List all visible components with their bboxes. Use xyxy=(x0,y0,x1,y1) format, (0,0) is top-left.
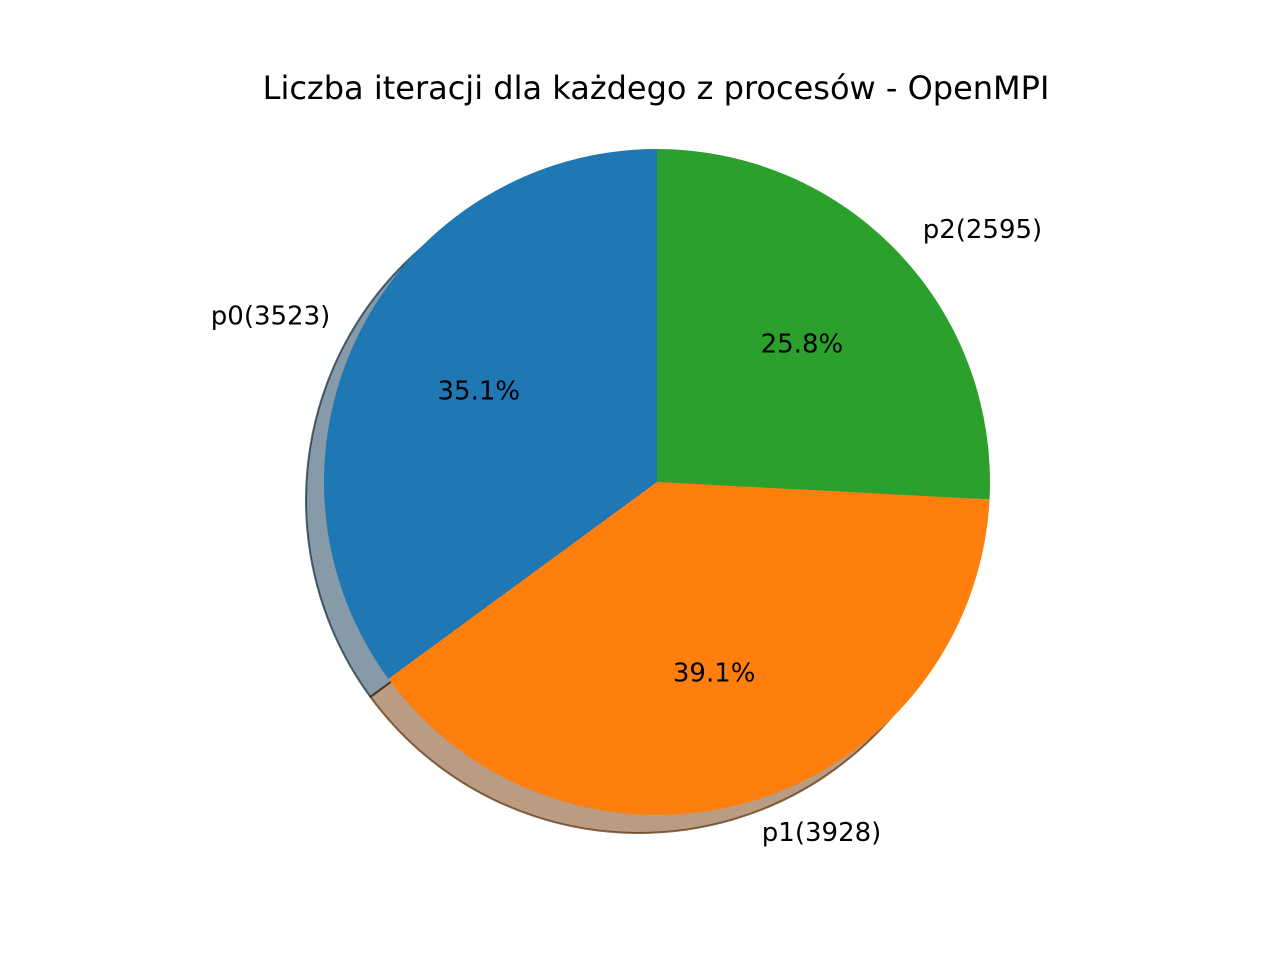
chart-title: Liczba iteracji dla każdego z procesów -… xyxy=(263,69,1050,107)
pie-slice-percent-0: 35.1% xyxy=(437,377,520,407)
pie-slice-1 xyxy=(388,482,990,816)
pie-slice-label-0: p0(3523) xyxy=(211,301,331,331)
pie-slice-percent-2: 25.8% xyxy=(761,330,844,360)
pie-slice-label-2: p2(2595) xyxy=(923,215,1043,245)
pie-slice-layer xyxy=(323,149,991,816)
pie-slice-label-1: p1(3928) xyxy=(762,818,882,848)
pie-slice-2 xyxy=(657,149,991,500)
pie-slice-percent-1: 39.1% xyxy=(673,658,756,688)
pie-slice-0 xyxy=(323,149,657,679)
pie-label-layer: p0(3523) 35.1% p1(3928) 39.1% p2(2595) 25.8% xyxy=(211,215,1042,848)
